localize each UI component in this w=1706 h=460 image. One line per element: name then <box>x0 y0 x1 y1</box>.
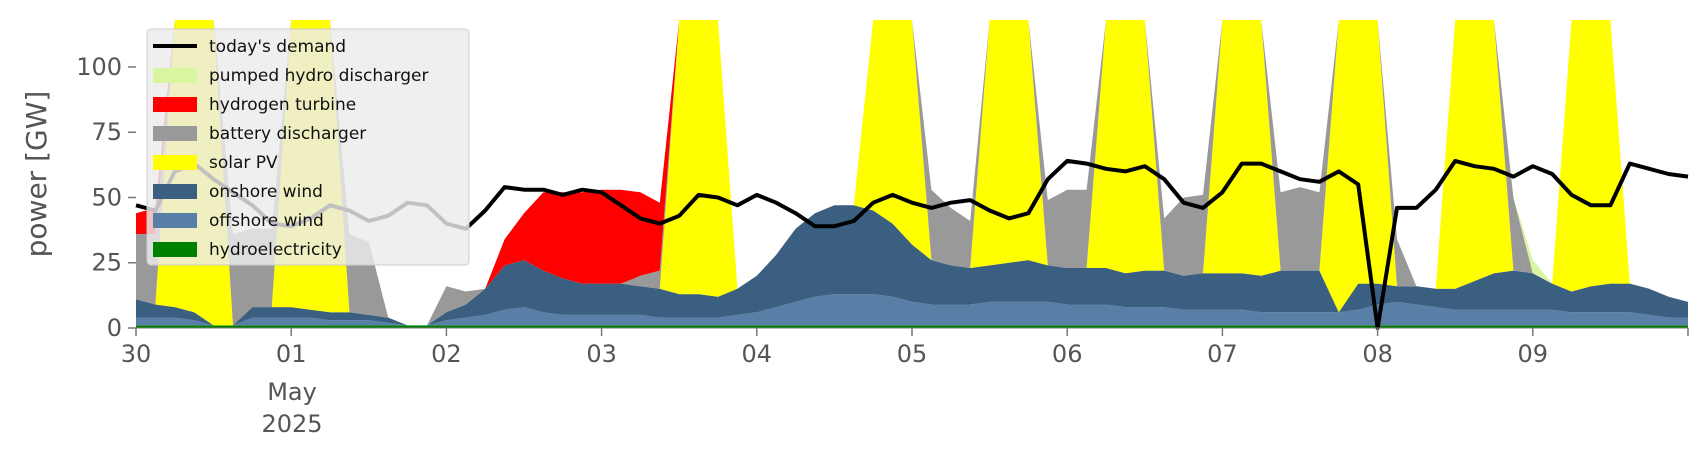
legend-label: hydroelectricity <box>209 240 342 260</box>
x-month-label: May <box>267 378 317 406</box>
area-solar-PV <box>136 20 1688 326</box>
legend-label: today's demand <box>209 37 346 57</box>
legend: today's demand pumped hydro discharger hyd… <box>146 28 470 266</box>
stacked-areas <box>136 20 1688 328</box>
legend-label: hydrogen turbine <box>209 95 356 115</box>
x-tick-label: 06 <box>1052 340 1083 368</box>
x-tick-label: 01 <box>276 340 307 368</box>
y-tick-label: 0 <box>107 314 122 342</box>
legend-swatch <box>153 97 197 112</box>
legend-swatch <box>153 68 197 83</box>
x-tick-label: 08 <box>1362 340 1393 368</box>
area-battery-discharger <box>136 20 1688 326</box>
legend-swatch <box>153 184 197 199</box>
legend-box <box>146 28 470 266</box>
legend-label: offshore wind <box>209 211 324 231</box>
y-axis-title: power [GW] <box>20 91 53 258</box>
area-hydrogen-turbine <box>136 20 1688 326</box>
y-tick-label: 75 <box>91 118 122 146</box>
legend-label: solar PV <box>209 153 278 173</box>
y-tick-label: 100 <box>76 53 122 81</box>
x-tick-label: 30 <box>121 340 152 368</box>
x-tick-label: 03 <box>586 340 617 368</box>
area-hydroelectricity <box>136 325 1688 328</box>
x-tick-label: 07 <box>1207 340 1238 368</box>
x-year-label: 2025 <box>261 410 322 438</box>
legend-swatch <box>153 242 197 257</box>
x-axis: 30 01 02 03 04 05 06 07 08 09 <box>121 328 1689 368</box>
legend-label: battery discharger <box>209 124 366 144</box>
area-offshore-wind <box>136 294 1688 326</box>
y-tick-label: 50 <box>91 183 122 211</box>
x-tick-label: 02 <box>431 340 462 368</box>
legend-label: onshore wind <box>209 182 323 202</box>
legend-swatch <box>153 213 197 228</box>
x-tick-label: 04 <box>742 340 773 368</box>
x-tick-label: 05 <box>897 340 928 368</box>
x-tick-label: 09 <box>1518 340 1549 368</box>
y-axis: 0 25 50 75 100 <box>76 53 136 342</box>
legend-swatch <box>153 126 197 141</box>
legend-label: pumped hydro discharger <box>209 66 428 86</box>
y-tick-label: 25 <box>91 249 122 277</box>
area-onshore-wind <box>136 205 1688 326</box>
legend-swatch <box>153 155 197 170</box>
